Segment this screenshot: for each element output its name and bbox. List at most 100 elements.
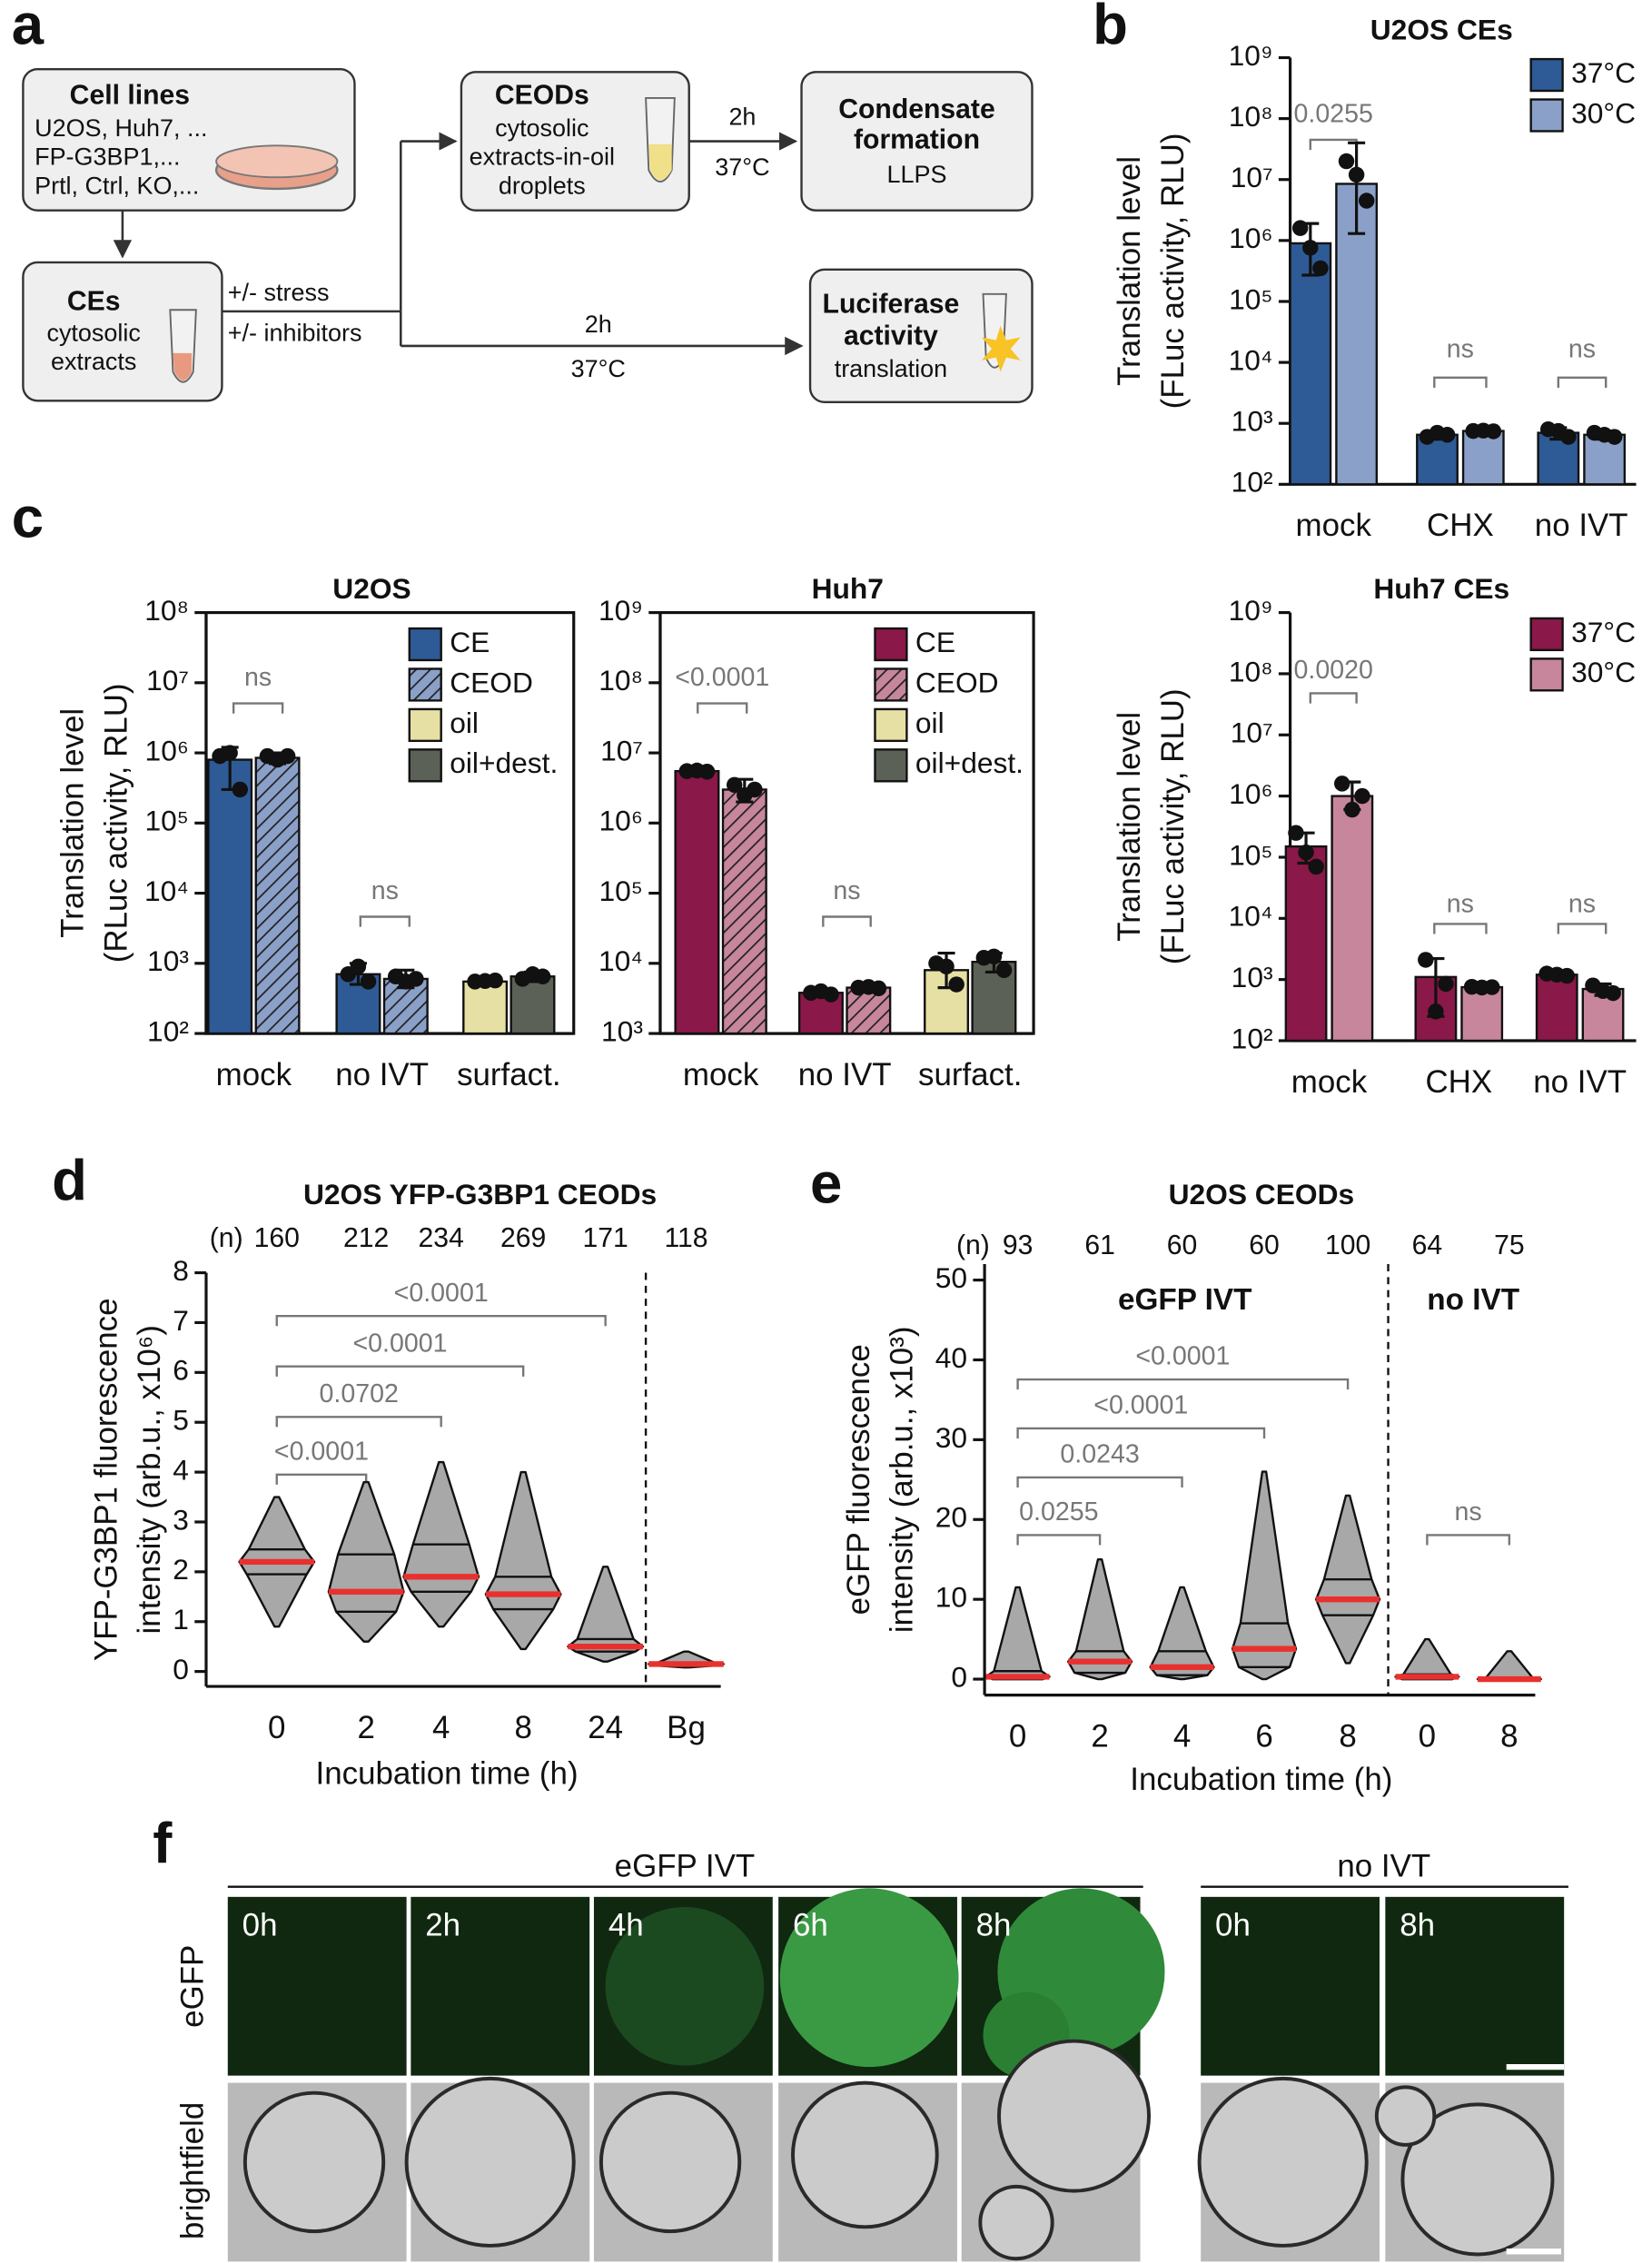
n-label: (n): [210, 1223, 243, 1253]
data-point: [1418, 952, 1434, 968]
box-title: Condensate: [838, 94, 994, 124]
x-tick-label: mock: [1291, 1064, 1368, 1100]
data-point: [698, 764, 716, 780]
y-axis-label: (RLuc activity, RLU): [98, 683, 134, 963]
y-axis-label: (FLuc activity, RLU): [1155, 688, 1191, 964]
n-value: 60: [1167, 1230, 1198, 1260]
box-luciferase: [808, 268, 1034, 404]
panel-label: f: [153, 1813, 173, 1876]
significance-bracket: [1557, 376, 1607, 388]
bar: [1331, 795, 1374, 1043]
step-label: 37°C: [715, 153, 769, 181]
y-tick-label: 10²: [147, 1014, 189, 1047]
bar: [1284, 845, 1328, 1043]
significance-label: ns: [1568, 334, 1596, 363]
n-label: (n): [956, 1230, 990, 1260]
x-axis-label: Incubation time (h): [316, 1756, 579, 1792]
y-tick-label: 10⁶: [1229, 222, 1272, 254]
y-tick-label: 10⁵: [1229, 282, 1272, 315]
data-point: [360, 973, 377, 990]
data-point: [1288, 825, 1304, 841]
legend-swatch: [408, 667, 442, 702]
data-point: [1358, 193, 1375, 209]
legend-swatch: [874, 748, 908, 783]
timepoint-label: 0h: [242, 1907, 278, 1942]
x-tick-label: mock: [1296, 508, 1372, 543]
significance-bracket: [275, 1473, 368, 1485]
x-tick-label: 24: [588, 1710, 623, 1745]
box-title: formation: [854, 125, 980, 155]
bar: [674, 769, 720, 1035]
y-tick-label: 10³: [1232, 961, 1273, 993]
y-tick-label: 3: [173, 1503, 189, 1536]
box-text: extracts: [51, 348, 136, 375]
y-tick-label: 10⁹: [1229, 39, 1273, 72]
y-tick-label: 10⁶: [145, 734, 189, 766]
y-tick-label: 10⁷: [600, 734, 643, 766]
x-tick-label: mock: [216, 1057, 292, 1092]
data-point: [823, 986, 839, 1003]
y-axis-label: intensity (arb.u., x10⁶): [132, 1325, 167, 1634]
y-tick-label: 20: [935, 1501, 967, 1534]
significance-bracket: [1433, 376, 1488, 388]
significance-label: ns: [244, 663, 272, 692]
box-title: Luciferase: [823, 289, 960, 319]
y-tick-label: 10⁷: [146, 664, 189, 697]
violin-body: [1476, 1650, 1542, 1681]
data-point: [948, 976, 964, 993]
legend-swatch: [874, 707, 908, 743]
significance-label: <0.0001: [274, 1438, 369, 1467]
timepoint-label: 8h: [1400, 1907, 1435, 1942]
y-tick-label: 5: [173, 1404, 189, 1437]
legend-label: oil+dest.: [915, 746, 1024, 779]
y-tick-label: 10⁴: [1229, 343, 1273, 376]
data-point: [1312, 260, 1329, 277]
box-title: CEs: [67, 286, 121, 316]
step-label: 37°C: [571, 355, 626, 382]
panel-label: b: [1093, 0, 1128, 57]
y-axis-label: intensity (arb.u., x10³): [884, 1327, 919, 1634]
timepoint-label: 4h: [608, 1907, 644, 1942]
significance-label: <0.0001: [394, 1279, 489, 1308]
n-value: 64: [1412, 1230, 1443, 1260]
data-point: [1558, 967, 1576, 984]
x-tick-label: surfact.: [918, 1057, 1022, 1092]
panel-labels: a b c d e f: [12, 0, 1128, 1876]
y-tick-label: 10³: [601, 1014, 643, 1047]
y-tick-label: 8: [173, 1254, 189, 1287]
violin-body: [1066, 1558, 1133, 1681]
x-tick-label: no IVT: [1533, 1064, 1627, 1100]
x-tick-label: Bg: [667, 1710, 706, 1745]
box-text: droplets: [499, 172, 586, 199]
x-tick-label: 8: [1339, 1718, 1356, 1754]
droplet-outline: [791, 2080, 939, 2229]
data-point: [350, 958, 367, 975]
n-value: 93: [1003, 1230, 1034, 1260]
significance-bracket: [822, 915, 872, 927]
bar: [1461, 430, 1505, 486]
step-label: 2h: [585, 311, 612, 338]
x-tick-label: 8: [1500, 1718, 1518, 1754]
y-tick-label: 50: [935, 1261, 967, 1294]
n-value: 118: [665, 1223, 708, 1253]
data-point: [534, 968, 551, 985]
x-tick-label: 0: [1419, 1718, 1436, 1754]
group-label: no IVT: [1427, 1283, 1519, 1317]
group-label: eGFP IVT: [615, 1848, 756, 1883]
legend-swatch: [1529, 57, 1564, 93]
legend-swatch: [874, 627, 908, 662]
micrograph-egfp: [1385, 1896, 1565, 2076]
micrograph-egfp: [411, 1896, 590, 2076]
bar: [1289, 242, 1332, 486]
y-tick-label: 10³: [147, 944, 189, 977]
legend-swatch: [1529, 617, 1564, 652]
significance-label: 0.0243: [1060, 1440, 1139, 1469]
y-tick-label: 0: [951, 1660, 967, 1693]
data-point: [938, 958, 955, 975]
box-title: Cell lines: [70, 80, 190, 110]
x-tick-label: CHX: [1427, 508, 1494, 543]
legend-label: oil: [915, 707, 945, 739]
droplet-outline: [1197, 2076, 1369, 2248]
significance-bracket: [275, 1416, 442, 1428]
